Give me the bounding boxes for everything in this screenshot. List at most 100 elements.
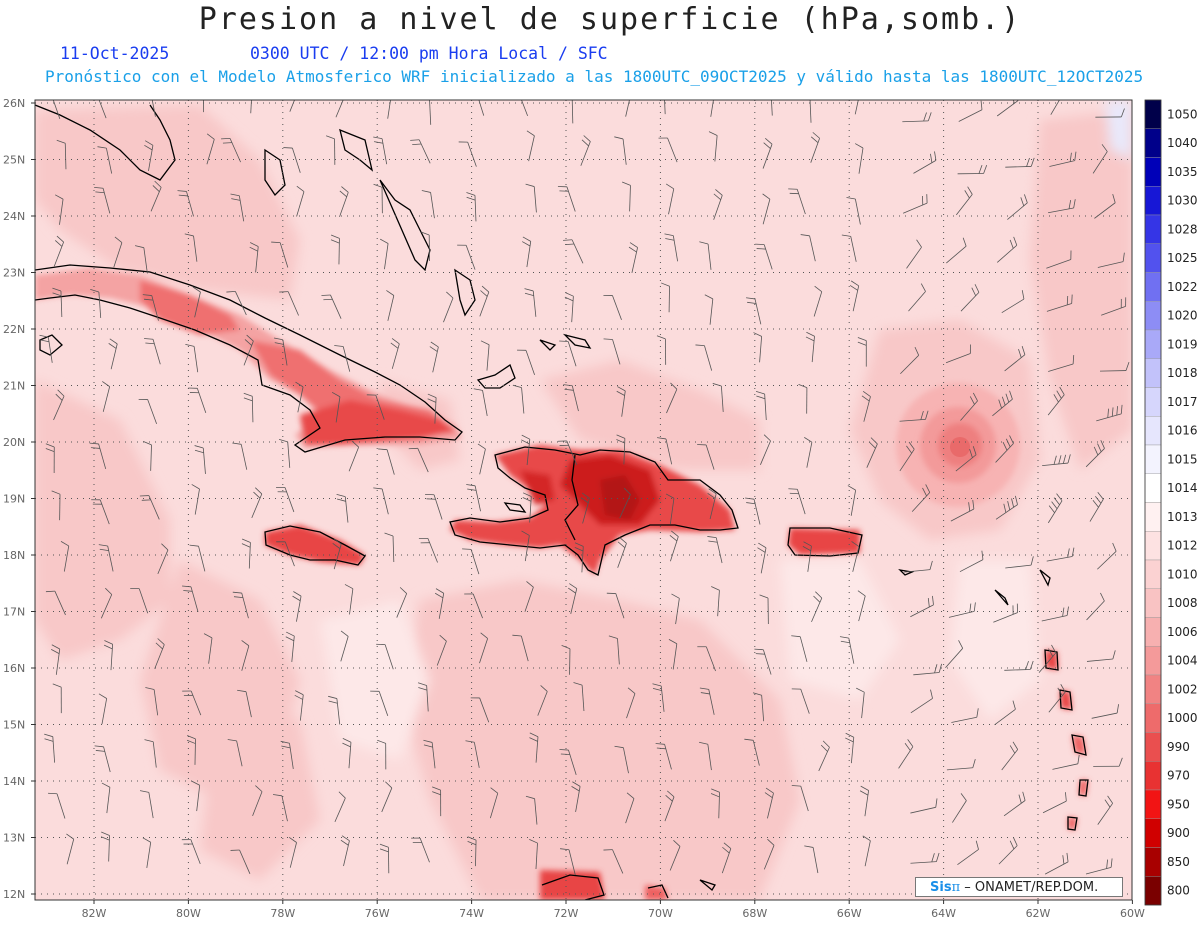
lat-label: 18N xyxy=(3,549,25,562)
lat-label: 21N xyxy=(3,380,25,393)
wind-barb xyxy=(957,164,988,175)
wind-barb xyxy=(708,131,718,162)
wind-barb xyxy=(443,291,454,323)
wind-barb xyxy=(847,485,857,516)
colorbar-label: 1013 xyxy=(1167,510,1198,524)
wind-barb xyxy=(418,537,438,563)
wind-barb xyxy=(334,791,346,823)
lat-label: 23N xyxy=(3,267,25,280)
wind-barb xyxy=(432,786,442,817)
wind-barb xyxy=(91,499,110,525)
colorbar-swatch xyxy=(1144,186,1162,216)
wind-barb xyxy=(292,591,302,622)
wind-barb xyxy=(841,234,857,262)
wind-barb xyxy=(273,337,288,366)
wind-barb xyxy=(526,130,535,162)
wind-barb xyxy=(568,583,578,614)
wind-barb xyxy=(512,634,529,662)
wind-barb xyxy=(370,690,389,716)
lon-label: 60W xyxy=(1120,907,1145,920)
wind-barb xyxy=(457,244,476,270)
wind-barb xyxy=(45,590,66,616)
wind-barb xyxy=(657,437,673,465)
colorbar-label: 1025 xyxy=(1167,251,1198,265)
wind-barb xyxy=(230,849,251,875)
wind-barb xyxy=(755,390,767,421)
wind-barb xyxy=(655,743,672,770)
plot-frame xyxy=(34,99,1133,901)
wind-barb xyxy=(237,689,252,718)
wind-barb xyxy=(379,843,390,874)
wind-barb xyxy=(993,603,1018,623)
wind-barb xyxy=(184,233,198,262)
wind-barb xyxy=(325,135,336,165)
wind-barb xyxy=(1046,294,1073,312)
wind-barb xyxy=(189,544,206,572)
wind-barb xyxy=(380,238,389,270)
wind-barb xyxy=(665,493,675,525)
wind-barb xyxy=(423,739,436,769)
colorbar-label: 1019 xyxy=(1167,337,1198,351)
wind-barb xyxy=(846,197,861,225)
wind-barb xyxy=(945,344,971,364)
colorbar-label: 1017 xyxy=(1167,395,1198,409)
wind-barb xyxy=(721,842,732,874)
wind-barb xyxy=(818,740,830,772)
wind-barb xyxy=(744,738,760,766)
colorbar-label: 1010 xyxy=(1167,567,1198,581)
wind-barb xyxy=(342,738,352,769)
colorbar-swatch xyxy=(1144,502,1162,532)
map-plot-area xyxy=(35,100,1132,900)
colorbar-swatch xyxy=(1144,559,1162,589)
colorbar-label: 950 xyxy=(1167,797,1190,811)
wind-barb xyxy=(619,487,631,519)
wind-barb xyxy=(557,440,578,466)
wind-barb xyxy=(557,186,576,212)
wind-barb xyxy=(279,291,299,316)
credit-text: – ONAMET/REP.DOM. xyxy=(960,880,1099,895)
wind-barb xyxy=(330,234,340,265)
wind-barb xyxy=(191,484,200,515)
wind-barb xyxy=(563,384,579,412)
lon-label: 70W xyxy=(648,907,673,920)
wind-barb xyxy=(144,739,157,768)
wind-barb xyxy=(960,284,980,312)
wind-barb xyxy=(143,441,152,471)
wind-barb xyxy=(959,550,984,573)
wind-barb xyxy=(434,588,445,619)
wind-barb xyxy=(580,492,590,524)
wind-barb xyxy=(177,190,194,217)
wind-barb xyxy=(574,542,584,573)
wind-barb xyxy=(465,740,480,768)
coastlines xyxy=(35,104,1089,900)
wind-barb xyxy=(707,536,723,564)
wind-barb xyxy=(52,100,61,119)
colorbar-swatch xyxy=(1144,473,1162,503)
wind-barb xyxy=(791,635,808,662)
wind-barb xyxy=(479,632,489,664)
lat-label: 17N xyxy=(3,606,25,619)
colorbar-label: 1022 xyxy=(1167,280,1198,294)
wind-barb xyxy=(573,682,585,712)
wind-barb xyxy=(102,381,111,412)
wind-barb xyxy=(339,186,349,217)
colorbar-swatch xyxy=(1144,761,1162,791)
colorbar-swatch xyxy=(1144,416,1162,446)
wind-barb xyxy=(805,331,815,363)
wind-barb xyxy=(145,687,159,716)
wind-barb xyxy=(113,236,123,268)
wind-barb xyxy=(571,100,574,124)
wind-barb xyxy=(524,581,534,612)
wind-barb xyxy=(1095,108,1125,118)
wind-barb xyxy=(621,181,631,212)
colorbar-label: 850 xyxy=(1167,855,1190,869)
wind-barb xyxy=(666,382,678,414)
wind-barb xyxy=(182,690,202,716)
wind-barb xyxy=(144,140,154,171)
wind-barb xyxy=(1050,100,1060,115)
wind-barb xyxy=(652,683,665,712)
wind-barb xyxy=(53,389,65,421)
wind-barb xyxy=(859,785,870,817)
wind-barb xyxy=(800,234,816,262)
wind-barb xyxy=(697,646,716,672)
